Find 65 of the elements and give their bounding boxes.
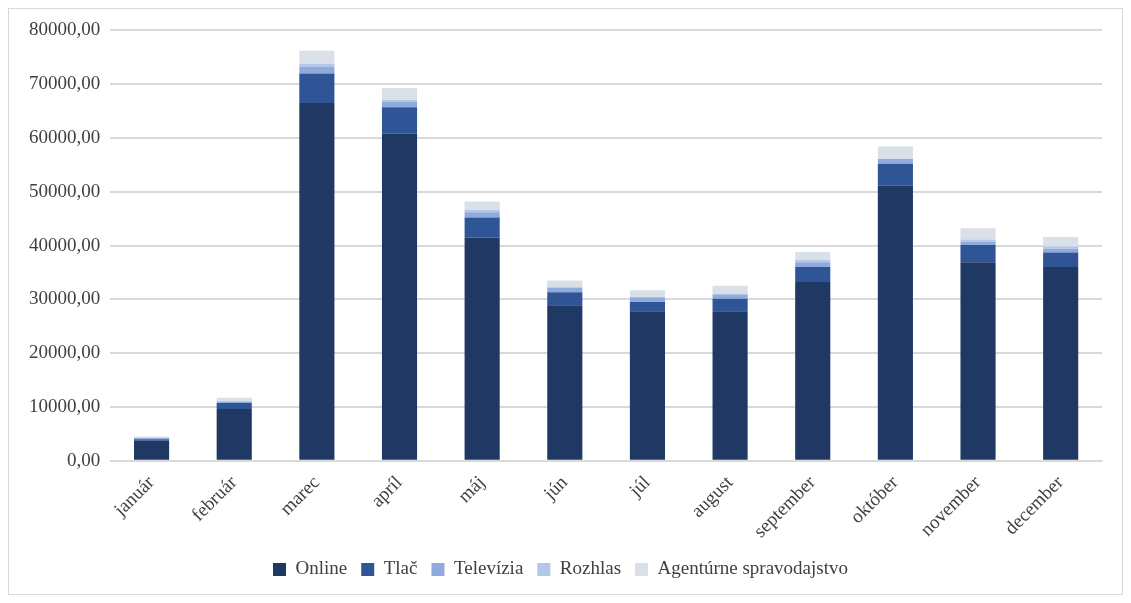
bar <box>381 107 418 134</box>
bar <box>712 285 748 294</box>
bar <box>464 201 500 211</box>
y-tick-label: 80000,00 <box>29 18 101 40</box>
bar <box>877 146 913 159</box>
bar <box>547 280 583 288</box>
bar <box>299 50 335 64</box>
legend-label: Tlač <box>383 557 418 579</box>
bar <box>216 397 252 402</box>
bar <box>134 440 170 460</box>
bar <box>547 292 583 306</box>
bar <box>381 99 418 102</box>
y-tick-label: 60000,00 <box>29 125 101 147</box>
x-tick-label: apríl <box>366 471 406 511</box>
bar <box>464 237 500 460</box>
y-tick-label: 30000,00 <box>29 287 101 309</box>
bar <box>795 251 831 261</box>
bar <box>960 262 996 460</box>
bar <box>795 282 831 460</box>
bar <box>960 228 996 240</box>
bar <box>299 66 335 74</box>
bar <box>216 409 252 460</box>
legend-label: Televízia <box>453 557 524 579</box>
y-tick-label: 70000,00 <box>29 72 101 94</box>
bar <box>216 403 252 410</box>
y-tick-label: 20000,00 <box>29 341 101 363</box>
y-tick-label: 0,00 <box>67 448 101 470</box>
legend-label: Agentúrne spravodajstvo <box>657 557 848 579</box>
legend-label: Online <box>295 557 348 579</box>
bar <box>877 185 913 460</box>
bar <box>464 217 500 238</box>
bar <box>629 311 666 460</box>
x-tick-label: máj <box>453 471 489 507</box>
bar <box>712 311 748 460</box>
bar <box>381 133 418 460</box>
bar <box>877 158 913 164</box>
bar <box>712 295 748 299</box>
bar <box>464 210 500 213</box>
bar <box>381 87 418 100</box>
bar <box>712 298 748 312</box>
bar <box>795 262 831 268</box>
bar <box>960 245 996 263</box>
bar <box>1043 252 1079 268</box>
x-tick-label: júl <box>624 471 654 501</box>
bar <box>1043 236 1079 247</box>
bar <box>795 267 831 283</box>
bar <box>1043 267 1079 460</box>
bar <box>547 305 583 460</box>
bar <box>629 297 666 303</box>
bar <box>299 103 335 460</box>
bar <box>547 287 583 293</box>
bar <box>381 101 418 108</box>
bar <box>877 163 913 186</box>
bar <box>629 290 666 298</box>
legend-label: Rozhlas <box>559 557 622 579</box>
bar <box>299 73 335 104</box>
bar <box>629 302 666 312</box>
y-tick-label: 50000,00 <box>29 179 101 201</box>
y-tick-label: 40000,00 <box>29 233 101 255</box>
bar <box>1043 248 1079 253</box>
x-tick-label: jún <box>538 470 572 504</box>
bar <box>464 212 500 218</box>
bar <box>795 260 831 263</box>
y-tick-label: 10000,00 <box>29 394 101 416</box>
bar <box>1043 246 1079 249</box>
